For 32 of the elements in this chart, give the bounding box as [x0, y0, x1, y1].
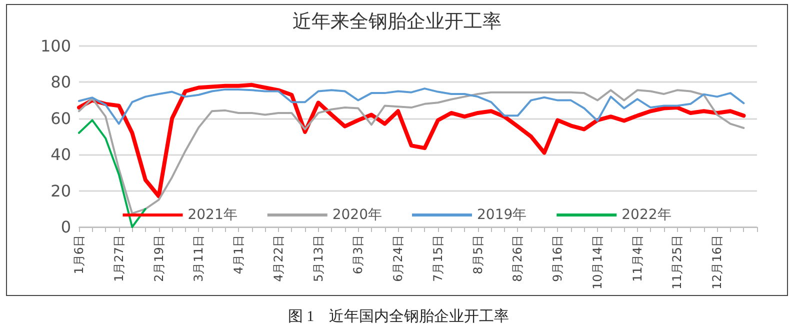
line-series	[78, 88, 745, 125]
caption: 图 1 近年国内全钢胎企业开工率	[286, 307, 510, 326]
legend-label: 2019年	[477, 207, 527, 223]
chart-title: 近年来全钢胎企业开工率	[292, 10, 502, 32]
x-tick-label: 1月6日	[72, 235, 86, 274]
x-tick-label: 3月11日	[192, 235, 206, 282]
y-tick-label: 80	[50, 72, 71, 92]
x-tick-label: 6月3日	[351, 235, 366, 274]
x-tick-label: 8月5日	[470, 235, 485, 274]
x-tick-label: 9月16日	[550, 235, 565, 282]
x-tick-label: 1月27日	[112, 235, 126, 282]
y-tick-label: 0	[60, 218, 71, 236]
x-tick-label: 6月24日	[391, 235, 406, 282]
x-tick-label: 11月4日	[630, 235, 644, 282]
x-tick-label: 5月13日	[311, 235, 326, 282]
x-tick-label: 8月26日	[510, 235, 525, 282]
line-series	[77, 82, 746, 198]
x-tick-label: 2月19日	[152, 235, 166, 282]
legend-label: 2022年	[622, 207, 672, 223]
x-tick-label: 11月25日	[670, 235, 684, 290]
legend-label: 2020年	[332, 207, 382, 223]
x-tick-label: 12月16日	[710, 235, 724, 290]
y-tick-label: 20	[50, 181, 71, 200]
legend-label: 2021年	[188, 207, 238, 223]
line-series	[78, 119, 146, 228]
x-tick-label: 4月22日	[271, 235, 286, 282]
y-tick-label: 40	[50, 145, 71, 164]
x-tick-label: 4月1日	[232, 235, 246, 274]
y-tick-label: 60	[50, 108, 71, 128]
x-tick-label: 7月15日	[430, 235, 445, 282]
y-tick-label: 100	[40, 36, 71, 56]
x-tick-label: 10月14日	[590, 235, 604, 290]
